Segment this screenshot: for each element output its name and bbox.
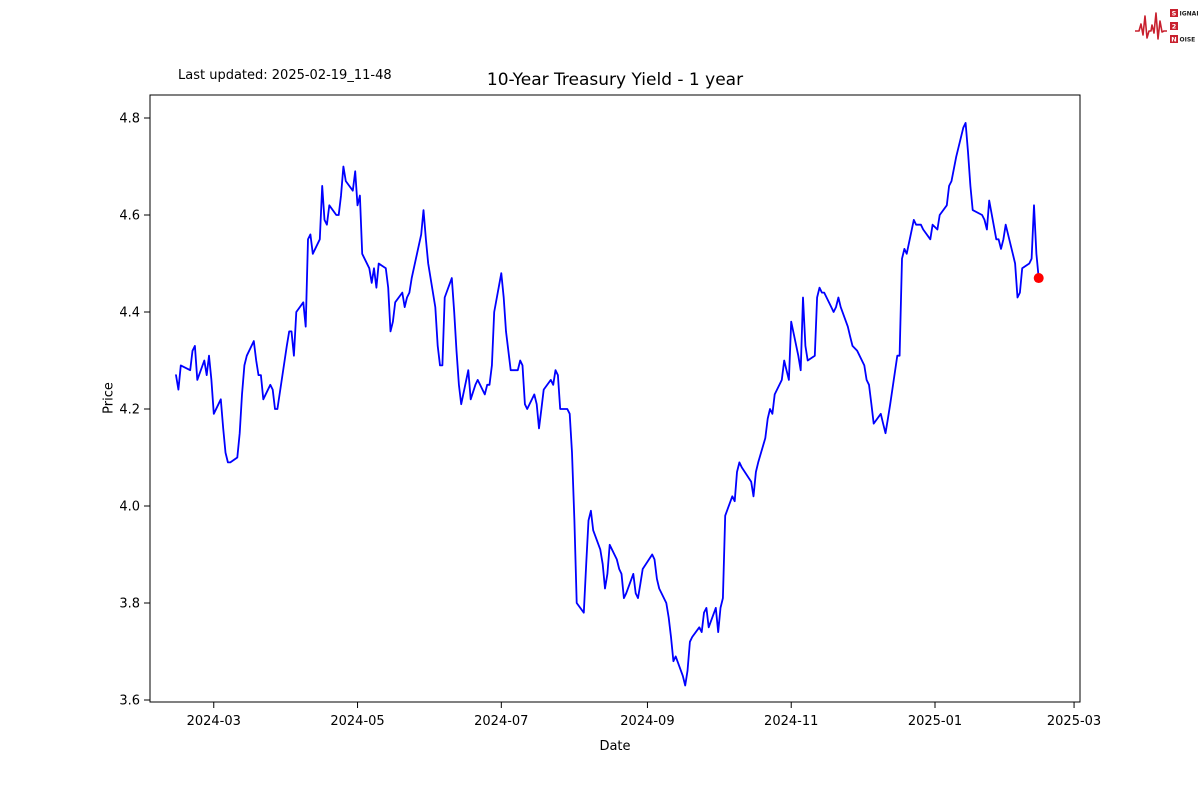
waveform-icon [1135, 12, 1167, 40]
logo-ignal: IGNAL [1180, 11, 1199, 18]
y-tick-label: 3.8 [119, 597, 140, 612]
signal2noise-logo: S IGNAL 2 N OISE [1135, 9, 1198, 44]
logo-n: N [1171, 36, 1176, 44]
y-tick-label: 4.2 [119, 403, 140, 418]
x-tick-label: 2025-03 [1047, 714, 1101, 729]
x-tick-label: 2024-07 [474, 714, 528, 729]
chart-title: 10-Year Treasury Yield - 1 year [486, 70, 744, 90]
y-tick-label: 4.8 [119, 112, 140, 127]
y-tick-label: 3.6 [119, 694, 140, 709]
last-updated-text: Last updated: 2025-02-19_11-48 [178, 68, 392, 83]
x-tick-label: 2024-09 [620, 714, 674, 729]
logo-oise: OISE [1180, 37, 1196, 44]
x-tick-label: 2024-05 [330, 714, 384, 729]
last-close-marker [1033, 273, 1044, 284]
y-tick-label: 4.4 [119, 306, 140, 321]
logo-s: S [1172, 10, 1177, 18]
yield-line [175, 122, 1040, 687]
plot-frame [149, 94, 1081, 703]
x-axis-label: Date [599, 739, 631, 754]
y-tick-label: 4.0 [119, 500, 140, 515]
x-tick-label: 2024-03 [187, 714, 241, 729]
x-tick-label: 2025-01 [908, 714, 962, 729]
logo-2: 2 [1172, 23, 1177, 31]
x-tick-label: 2024-11 [764, 714, 818, 729]
logo-text: S IGNAL 2 N OISE [1170, 9, 1198, 44]
y-tick-label: 4.6 [119, 209, 140, 224]
